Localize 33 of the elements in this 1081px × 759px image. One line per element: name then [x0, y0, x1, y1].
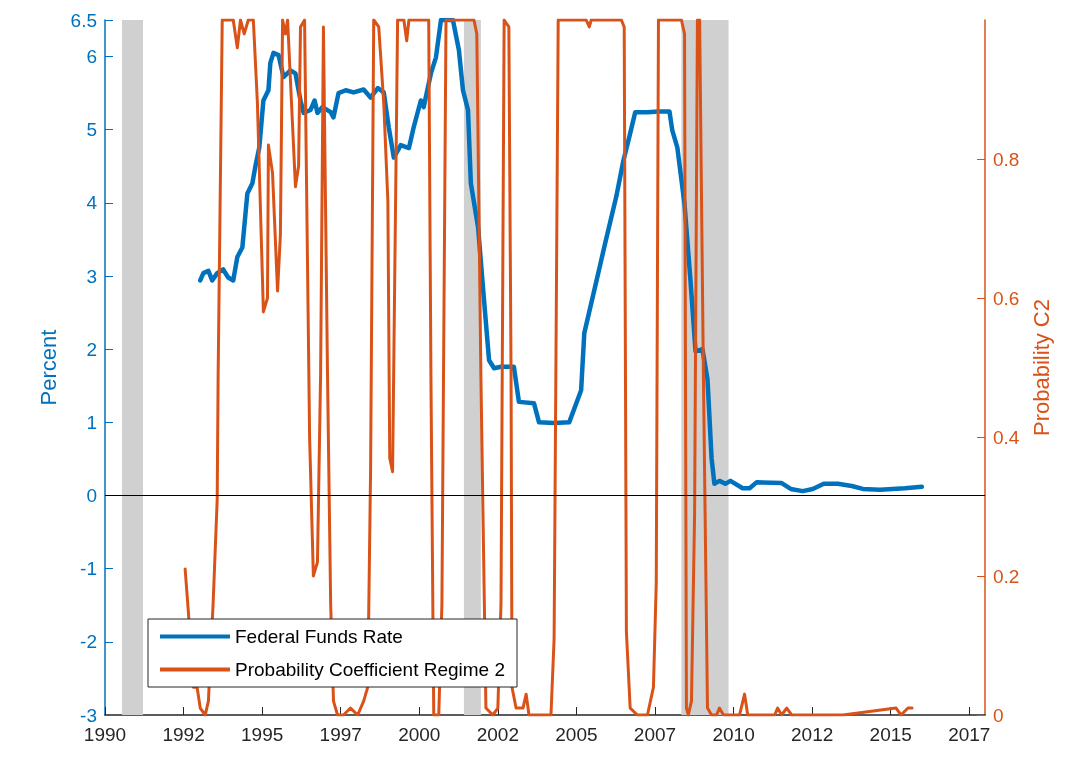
x-tick-label: 1990	[83, 724, 127, 745]
y-axis-title: Percent	[36, 329, 62, 406]
y-tick-label: 2	[86, 338, 97, 360]
legend-label: Probability Coefficient Regime 2	[235, 659, 506, 680]
x-tick-label: 2015	[869, 724, 912, 745]
y-tick-label: 3	[86, 265, 97, 287]
y-tick-label: -3	[80, 704, 97, 726]
legend-label: Federal Funds Rate	[235, 626, 403, 647]
y-tick-label: 4	[86, 192, 98, 214]
x-tick-label: 2012	[791, 724, 834, 745]
y2-axis-title: Probability C2	[1028, 299, 1054, 436]
y-tick-label: -2	[80, 631, 97, 653]
y-tick-label: 1	[86, 411, 97, 433]
x-tick-label: 1997	[319, 724, 362, 745]
y2-tick-label: 0.8	[993, 148, 1020, 170]
y-tick-label: 5	[86, 119, 97, 141]
x-tick-label: 2007	[633, 724, 677, 745]
y-tick-label: -1	[80, 558, 97, 580]
y2-tick-label: 0.6	[993, 287, 1020, 309]
y2-tick-label: 0.4	[993, 426, 1020, 448]
y-tick-label: 6.5	[70, 9, 97, 31]
x-tick-label: 2002	[476, 724, 519, 745]
x-tick-label: 2010	[712, 724, 755, 745]
x-tick-label: 1995	[241, 724, 284, 745]
y-tick-label: 6	[86, 46, 97, 68]
y2-tick-label: 0.2	[993, 565, 1020, 587]
y-tick-label: 0	[86, 485, 97, 507]
x-tick-label: 1992	[162, 724, 205, 745]
y2-tick-label: 0	[993, 704, 1004, 726]
line-series	[183, 18, 914, 717]
x-tick-label: 2000	[398, 724, 441, 745]
x-tick-label: 2017	[948, 724, 991, 745]
x-tick-label: 2005	[555, 724, 598, 745]
